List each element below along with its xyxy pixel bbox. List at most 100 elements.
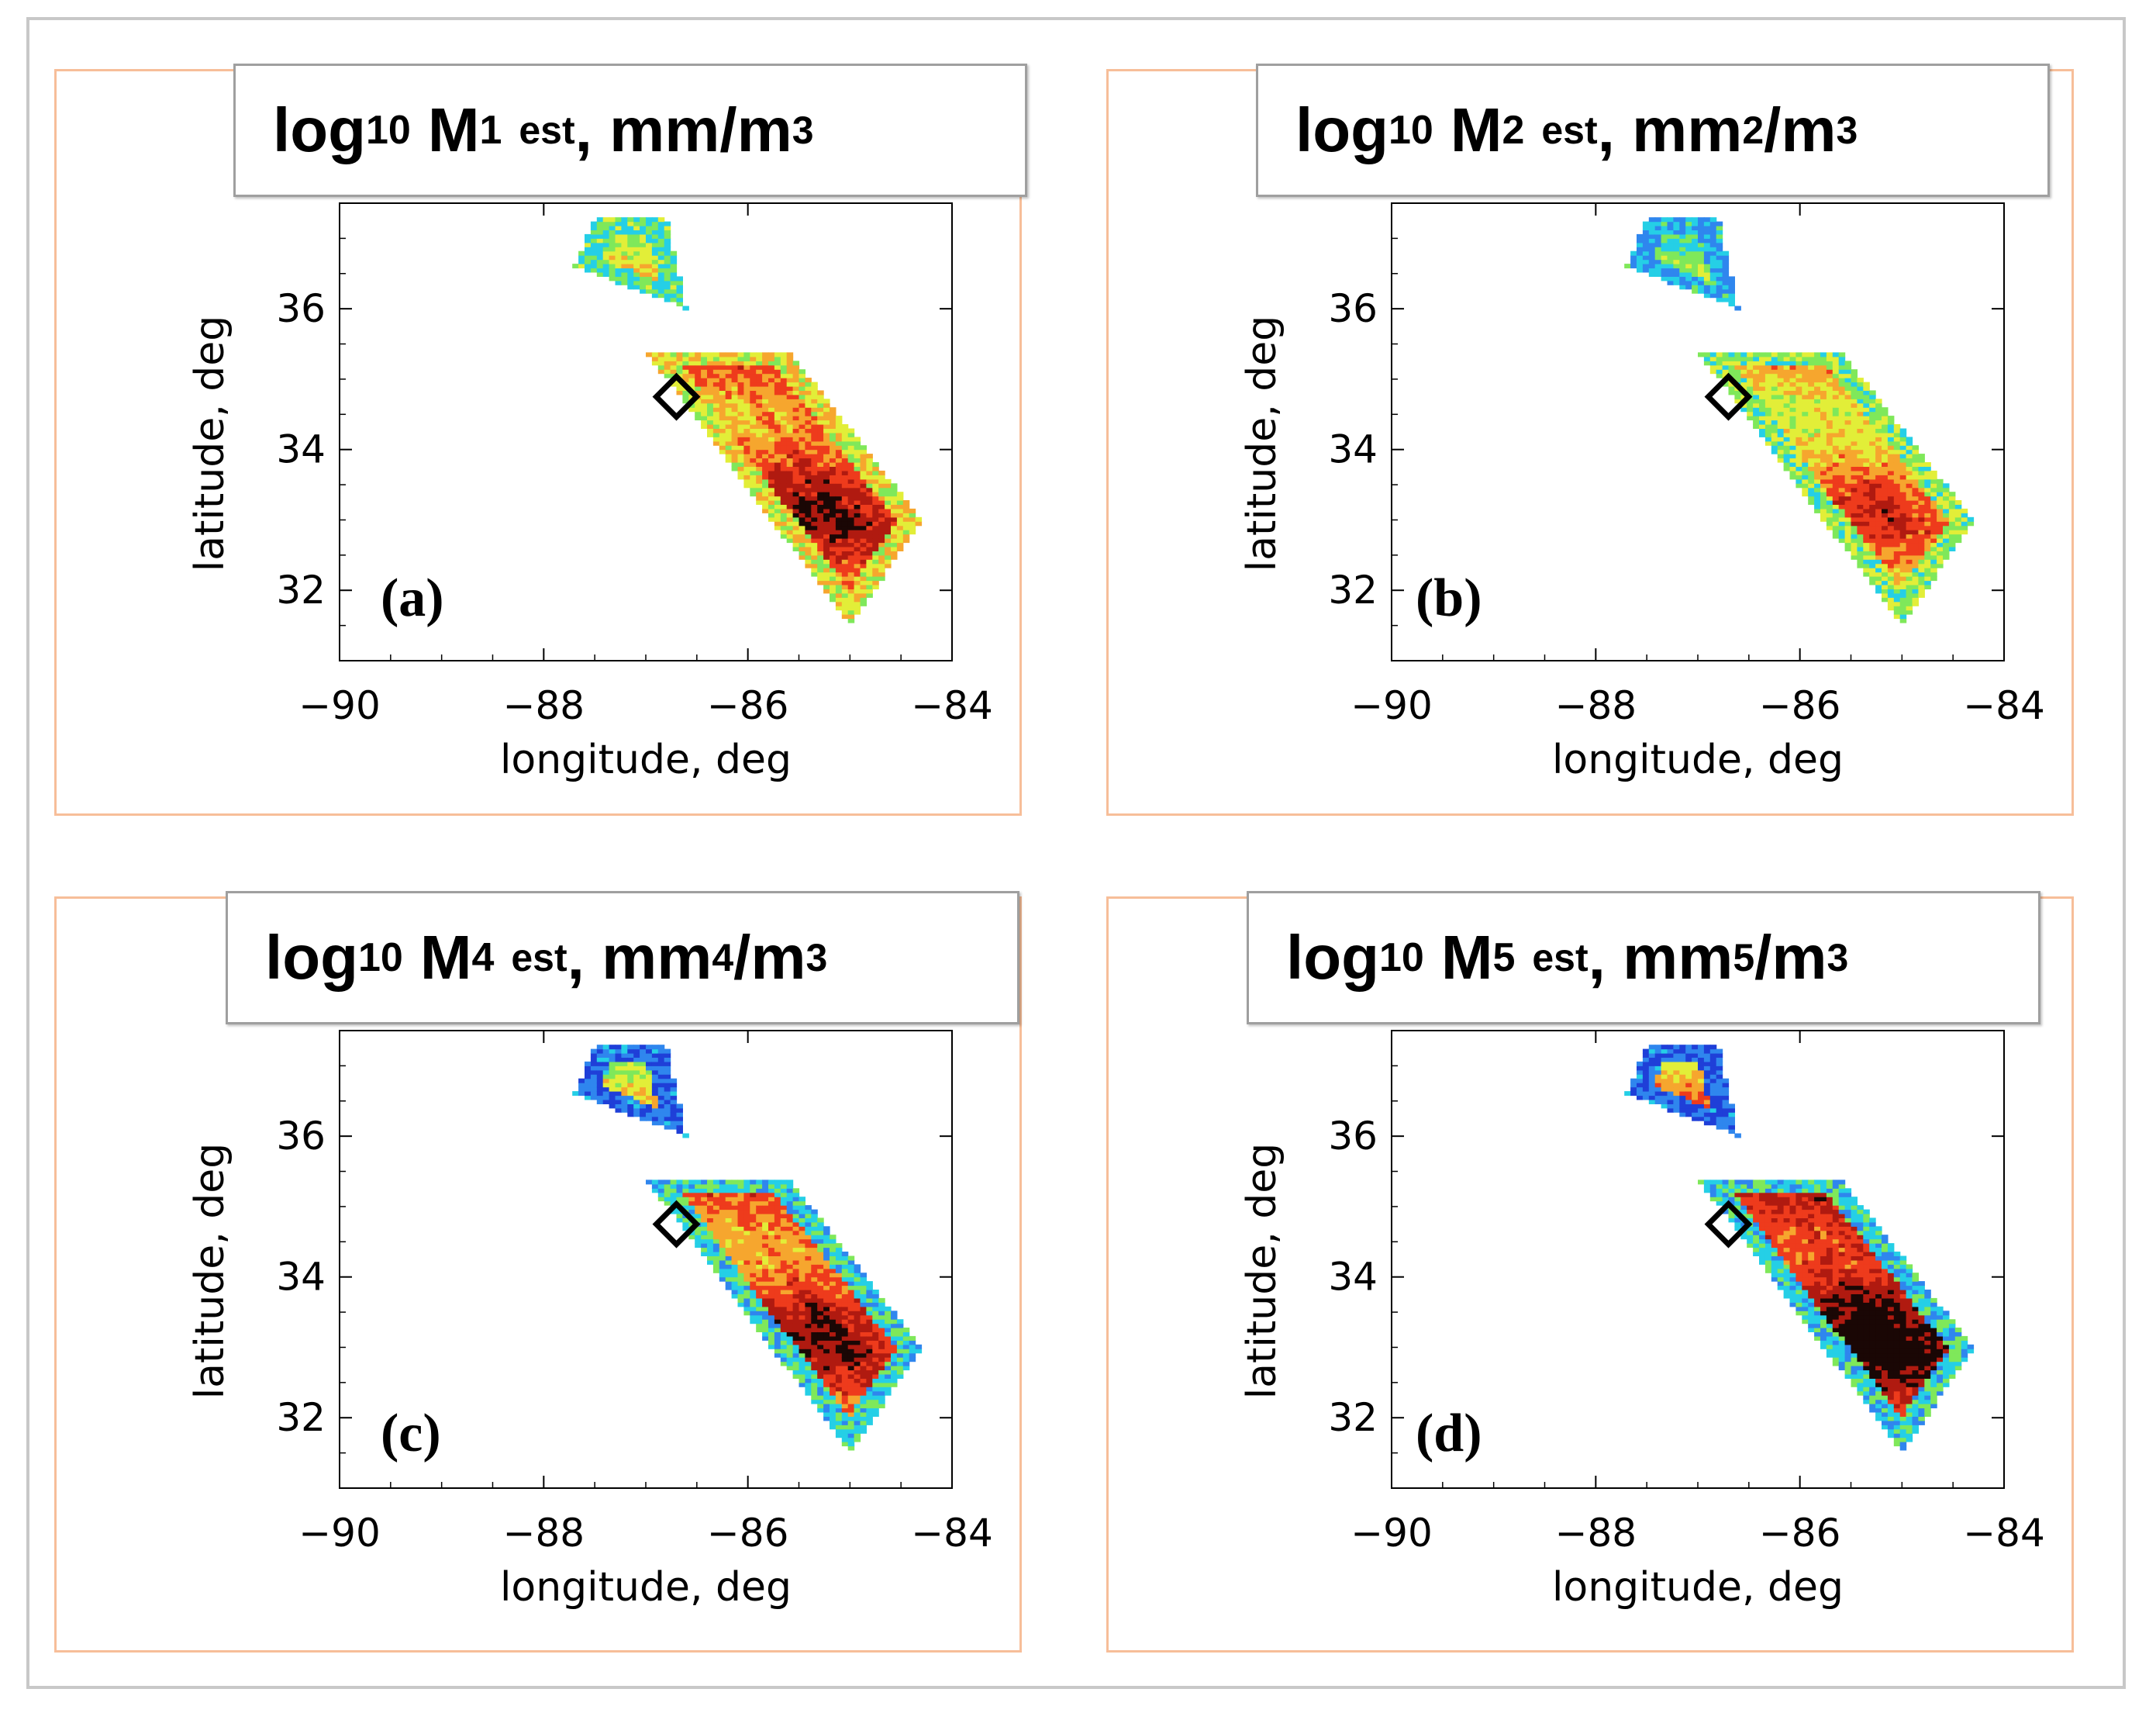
heatmap-cell — [1906, 542, 1913, 547]
heatmap-cell — [811, 386, 818, 391]
heatmap-cell — [768, 500, 775, 505]
heatmap-cell — [1899, 508, 1907, 513]
heatmap-cell — [1685, 1086, 1692, 1092]
heatmap-cell — [1771, 369, 1778, 375]
heatmap-cell — [891, 1314, 898, 1320]
heatmap-cell — [1667, 1069, 1674, 1075]
heatmap-cell — [817, 496, 824, 501]
heatmap-cell — [1906, 551, 1913, 556]
heatmap-cell — [786, 1255, 794, 1261]
heatmap-cell — [756, 454, 763, 459]
heatmap-cell — [841, 1273, 849, 1278]
heatmap-cell — [743, 399, 750, 404]
heatmap-cell — [805, 492, 812, 497]
heatmap-cell — [1844, 516, 1852, 522]
heatmap-cell — [1838, 492, 1846, 497]
heatmap-cell — [1703, 217, 1711, 223]
heatmap-cell — [909, 1352, 916, 1358]
heatmap-cell — [670, 272, 678, 277]
heatmap-cell — [830, 525, 837, 530]
heatmap-cell — [1882, 504, 1889, 509]
heatmap-cell — [615, 1091, 622, 1097]
heatmap-cell — [1832, 508, 1840, 513]
heatmap-cell — [701, 420, 708, 425]
heatmap-cell — [1967, 516, 1975, 522]
heatmap-cell — [1759, 407, 1766, 413]
heatmap-cell — [835, 606, 843, 611]
heatmap-cell — [633, 242, 640, 247]
heatmap-cell — [1753, 1226, 1760, 1231]
heatmap-cell — [737, 352, 744, 357]
heatmap-cell — [1716, 276, 1723, 281]
heatmap-cell — [811, 525, 818, 530]
heatmap-cell — [1899, 504, 1907, 509]
heatmap-cell — [1893, 483, 1901, 489]
heatmap-cell — [1893, 547, 1901, 551]
heatmap-cell — [731, 1273, 739, 1278]
heatmap-cell — [811, 382, 818, 387]
heatmap-cell — [1857, 508, 1864, 513]
heatmap-cell — [805, 1285, 812, 1290]
heatmap-cell — [1789, 466, 1796, 471]
heatmap-cell — [817, 492, 824, 497]
heatmap-cell — [1685, 268, 1692, 273]
heatmap-cell — [1740, 373, 1747, 378]
heatmap-cell — [885, 1352, 892, 1358]
heatmap-cell — [811, 1214, 818, 1218]
heatmap-cell — [1698, 264, 1705, 269]
heatmap-cell — [1648, 1074, 1656, 1079]
heatmap-cell — [1887, 547, 1895, 551]
heatmap-cell — [799, 1323, 805, 1328]
heatmap-cell — [743, 390, 750, 395]
heatmap-cell — [1753, 399, 1760, 404]
heatmap-cell — [768, 1209, 775, 1214]
heatmap-cell — [1673, 230, 1680, 235]
heatmap-cell — [737, 1205, 744, 1210]
heatmap-cell — [1863, 492, 1870, 497]
heatmap-cell — [1930, 478, 1937, 484]
heatmap-cell — [835, 521, 843, 527]
heatmap-cell — [1728, 1200, 1735, 1206]
heatmap-cell — [786, 1306, 794, 1311]
heatmap-cell — [762, 352, 769, 357]
heatmap-cell — [823, 1314, 830, 1320]
heatmap-cell — [780, 462, 788, 467]
heatmap-cell — [1844, 424, 1852, 429]
heatmap-cell — [774, 1200, 781, 1206]
heatmap-cell — [792, 1293, 800, 1299]
heatmap-cell — [768, 1328, 775, 1332]
heatmap-cell — [1899, 449, 1907, 454]
heatmap-cell — [621, 1074, 628, 1079]
heatmap-cell — [1661, 1069, 1668, 1075]
heatmap-cell — [854, 458, 861, 463]
heatmap-cell — [1918, 516, 1925, 522]
heatmap-cell — [780, 437, 788, 442]
heatmap-cell — [1679, 1086, 1686, 1092]
heatmap-cell — [878, 563, 885, 568]
heatmap-cell — [731, 1238, 739, 1244]
heatmap-cell — [811, 516, 818, 522]
heatmap-cell — [768, 1255, 775, 1261]
heatmap-cell — [1844, 364, 1852, 370]
heatmap-cell — [1740, 361, 1747, 366]
heatmap-cell — [847, 454, 855, 459]
heatmap-cell — [725, 449, 733, 454]
heatmap-cell — [823, 538, 830, 544]
heatmap-cell — [1826, 407, 1833, 413]
heatmap-cell — [737, 1183, 744, 1189]
heatmap-cell — [651, 233, 659, 239]
heatmap-cell — [701, 1226, 708, 1231]
heatmap-cell — [1789, 364, 1796, 370]
heatmap-cell — [1692, 264, 1699, 269]
heatmap-cell — [799, 454, 805, 459]
heatmap-cell — [1826, 440, 1833, 446]
heatmap-cell — [596, 255, 604, 261]
heatmap-cell — [891, 1319, 898, 1324]
heatmap-cell — [830, 516, 837, 522]
heatmap-cell — [835, 513, 843, 518]
heatmap-cell — [1875, 551, 1882, 556]
heatmap-cell — [817, 1252, 824, 1256]
heatmap-cell — [596, 250, 604, 256]
heatmap-cell — [664, 364, 671, 370]
heatmap-cell — [1802, 445, 1809, 451]
